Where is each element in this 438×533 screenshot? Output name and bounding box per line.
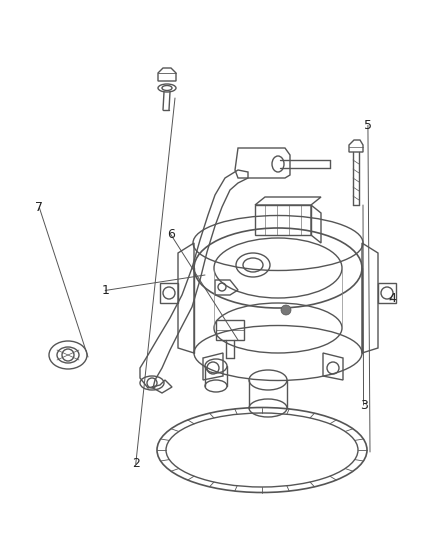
Text: 6: 6: [167, 228, 175, 241]
Text: 2: 2: [132, 457, 140, 470]
Circle shape: [281, 305, 291, 315]
Text: 4: 4: [388, 292, 396, 305]
Text: 1: 1: [101, 284, 109, 297]
Text: 7: 7: [35, 201, 43, 214]
Text: 3: 3: [360, 399, 367, 411]
Text: 5: 5: [364, 119, 372, 132]
